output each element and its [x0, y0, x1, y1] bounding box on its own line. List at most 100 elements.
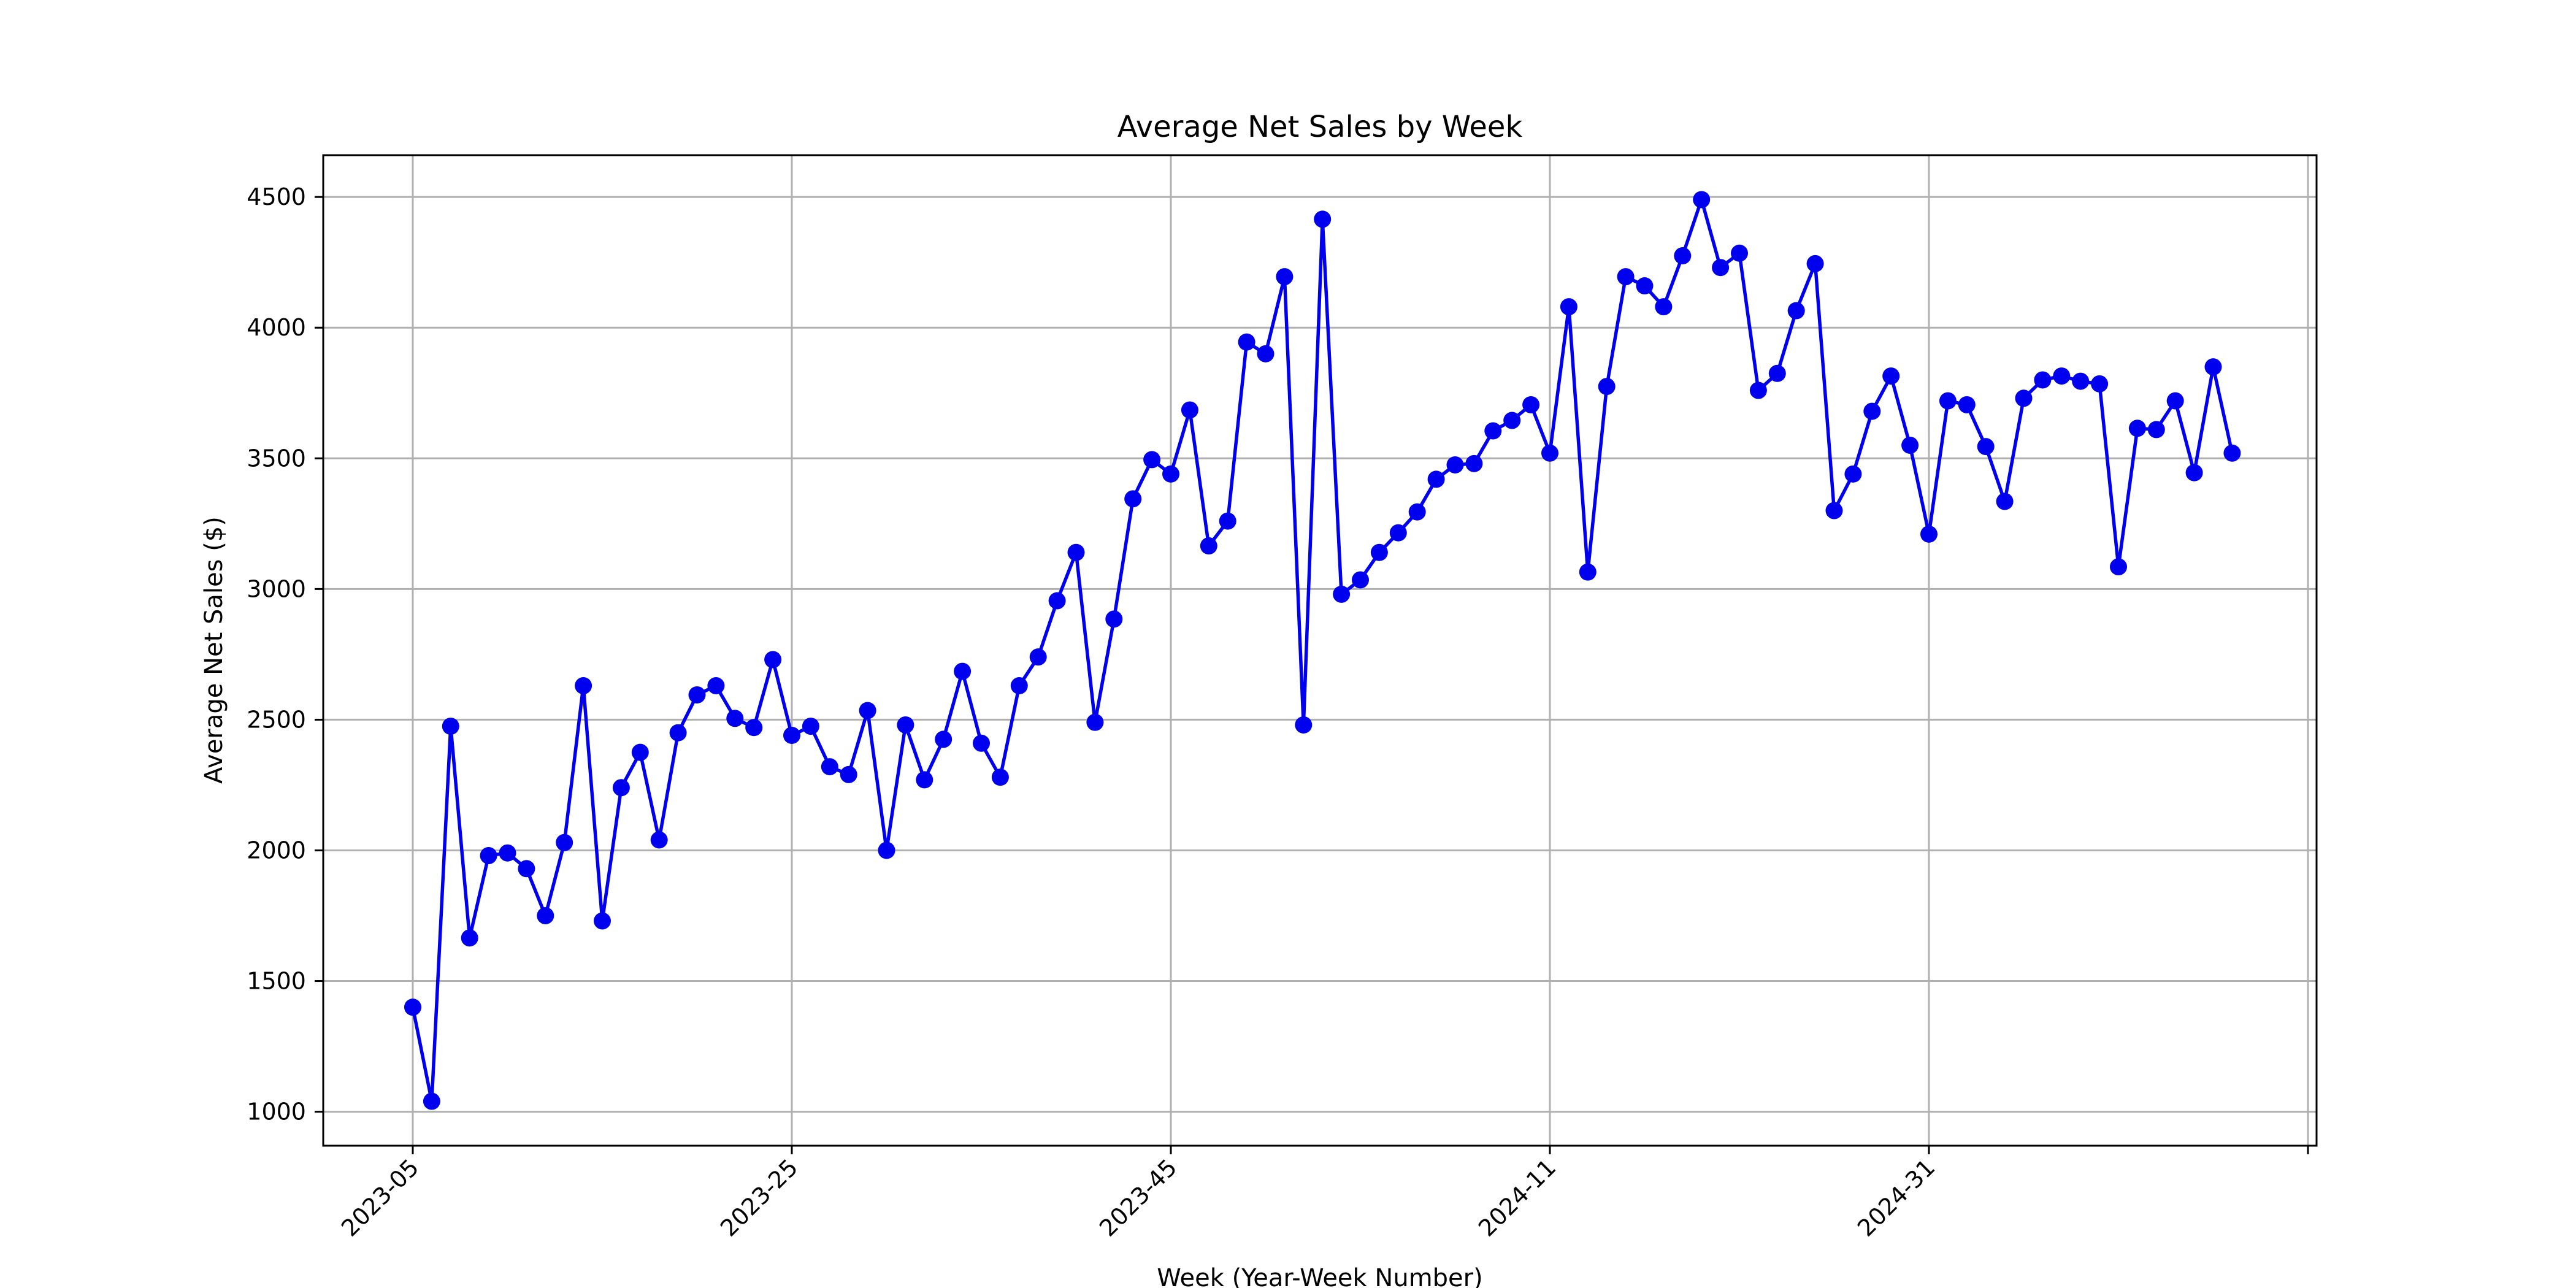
x-axis-label: Week (Year-Week Number) — [1157, 1264, 1482, 1288]
data-point — [954, 662, 972, 680]
data-point — [783, 726, 800, 744]
data-point — [480, 847, 497, 865]
data-point — [973, 734, 990, 752]
data-point — [1465, 454, 1483, 472]
data-point — [461, 929, 478, 947]
data-point — [2110, 558, 2127, 576]
data-point — [1370, 543, 1388, 561]
data-point — [1010, 677, 1028, 695]
data-point — [631, 743, 649, 761]
data-point — [518, 860, 535, 878]
data-point — [1636, 277, 1654, 295]
y-tick-label: 1000 — [247, 1098, 306, 1125]
data-point — [1162, 465, 1179, 483]
data-point — [991, 769, 1009, 786]
data-point — [1901, 436, 1919, 454]
x-tick-label: 2023-25 — [715, 1154, 803, 1241]
data-point — [1996, 493, 2014, 510]
data-point — [1522, 396, 1540, 413]
data-point — [2147, 421, 2165, 439]
data-point — [1560, 298, 1577, 316]
data-point — [1579, 563, 1597, 581]
data-point — [1920, 525, 1938, 543]
data-point — [1674, 247, 1692, 265]
x-tick-label: 2024-11 — [1473, 1154, 1561, 1241]
series-line — [411, 197, 2234, 1103]
data-point — [404, 999, 421, 1016]
data-point — [2053, 367, 2071, 385]
data-point — [1484, 422, 1502, 440]
data-point — [2015, 389, 2033, 407]
data-point — [1806, 255, 1824, 272]
y-axis: 1000 1500 2000 2500 3000 3500 4000 4500 — [247, 183, 323, 1125]
data-point — [1029, 648, 1047, 666]
data-point — [1086, 713, 1104, 731]
y-tick-label: 2500 — [247, 706, 306, 733]
x-tick-label: 2024-31 — [1852, 1154, 1940, 1241]
data-point — [1712, 259, 1730, 277]
data-point — [878, 841, 895, 859]
data-point — [1882, 367, 1900, 385]
data-point — [2091, 375, 2109, 393]
data-point — [537, 907, 554, 925]
data-point — [1617, 268, 1635, 286]
data-point — [442, 718, 459, 735]
data-point — [1939, 392, 1957, 410]
data-point — [669, 724, 687, 742]
data-point — [2204, 358, 2222, 376]
data-point — [1787, 302, 1805, 320]
data-point — [821, 758, 838, 776]
data-point — [935, 730, 953, 748]
data-point — [1048, 592, 1066, 610]
data-point — [1295, 716, 1313, 734]
grid — [323, 155, 2317, 1146]
data-point — [1333, 585, 1351, 603]
data-point — [1124, 490, 1142, 508]
x-axis: 2023-05 2023-25 2023-45 2024-11 2024-31 — [336, 1146, 2309, 1242]
y-tick-label: 2000 — [247, 837, 306, 864]
data-point — [2034, 371, 2052, 389]
data-point — [707, 677, 725, 695]
data-point — [745, 719, 763, 737]
y-axis-label: Average Net Sales ($) — [200, 516, 228, 784]
data-point — [764, 651, 782, 669]
data-point — [1503, 412, 1521, 429]
data-point — [1389, 524, 1407, 542]
data-point — [594, 912, 611, 930]
y-tick-label: 1500 — [247, 968, 306, 995]
data-point — [802, 718, 819, 735]
data-point — [1958, 396, 1976, 413]
data-point — [2128, 420, 2146, 437]
data-point — [423, 1092, 440, 1110]
y-tick-label: 4000 — [247, 314, 306, 341]
data-point — [916, 771, 933, 789]
data-point — [612, 779, 630, 797]
data-point — [1219, 512, 1236, 530]
data-point — [1200, 537, 1217, 555]
data-point — [1427, 470, 1445, 488]
data-point — [1105, 610, 1123, 628]
data-point — [1768, 364, 1786, 382]
data-point — [688, 686, 706, 703]
data-point — [650, 831, 668, 849]
series-net-sales — [404, 191, 2241, 1110]
x-tick-label: 2023-05 — [336, 1154, 424, 1241]
data-point — [1693, 191, 1711, 209]
y-tick-label: 3500 — [247, 445, 306, 472]
data-point — [1257, 345, 1275, 362]
data-point — [1598, 378, 1616, 396]
plot-frame — [322, 154, 2318, 1147]
data-point — [2166, 392, 2184, 410]
data-point — [1731, 244, 1748, 262]
data-point — [897, 716, 914, 734]
data-point — [575, 677, 592, 695]
data-point — [1408, 503, 1426, 521]
data-point — [1446, 456, 1464, 473]
data-point — [1844, 465, 1862, 483]
data-point — [1863, 402, 1881, 420]
data-point — [2072, 372, 2090, 390]
data-point — [1352, 571, 1369, 589]
y-tick-label: 3000 — [247, 575, 306, 602]
data-point — [1749, 381, 1767, 399]
